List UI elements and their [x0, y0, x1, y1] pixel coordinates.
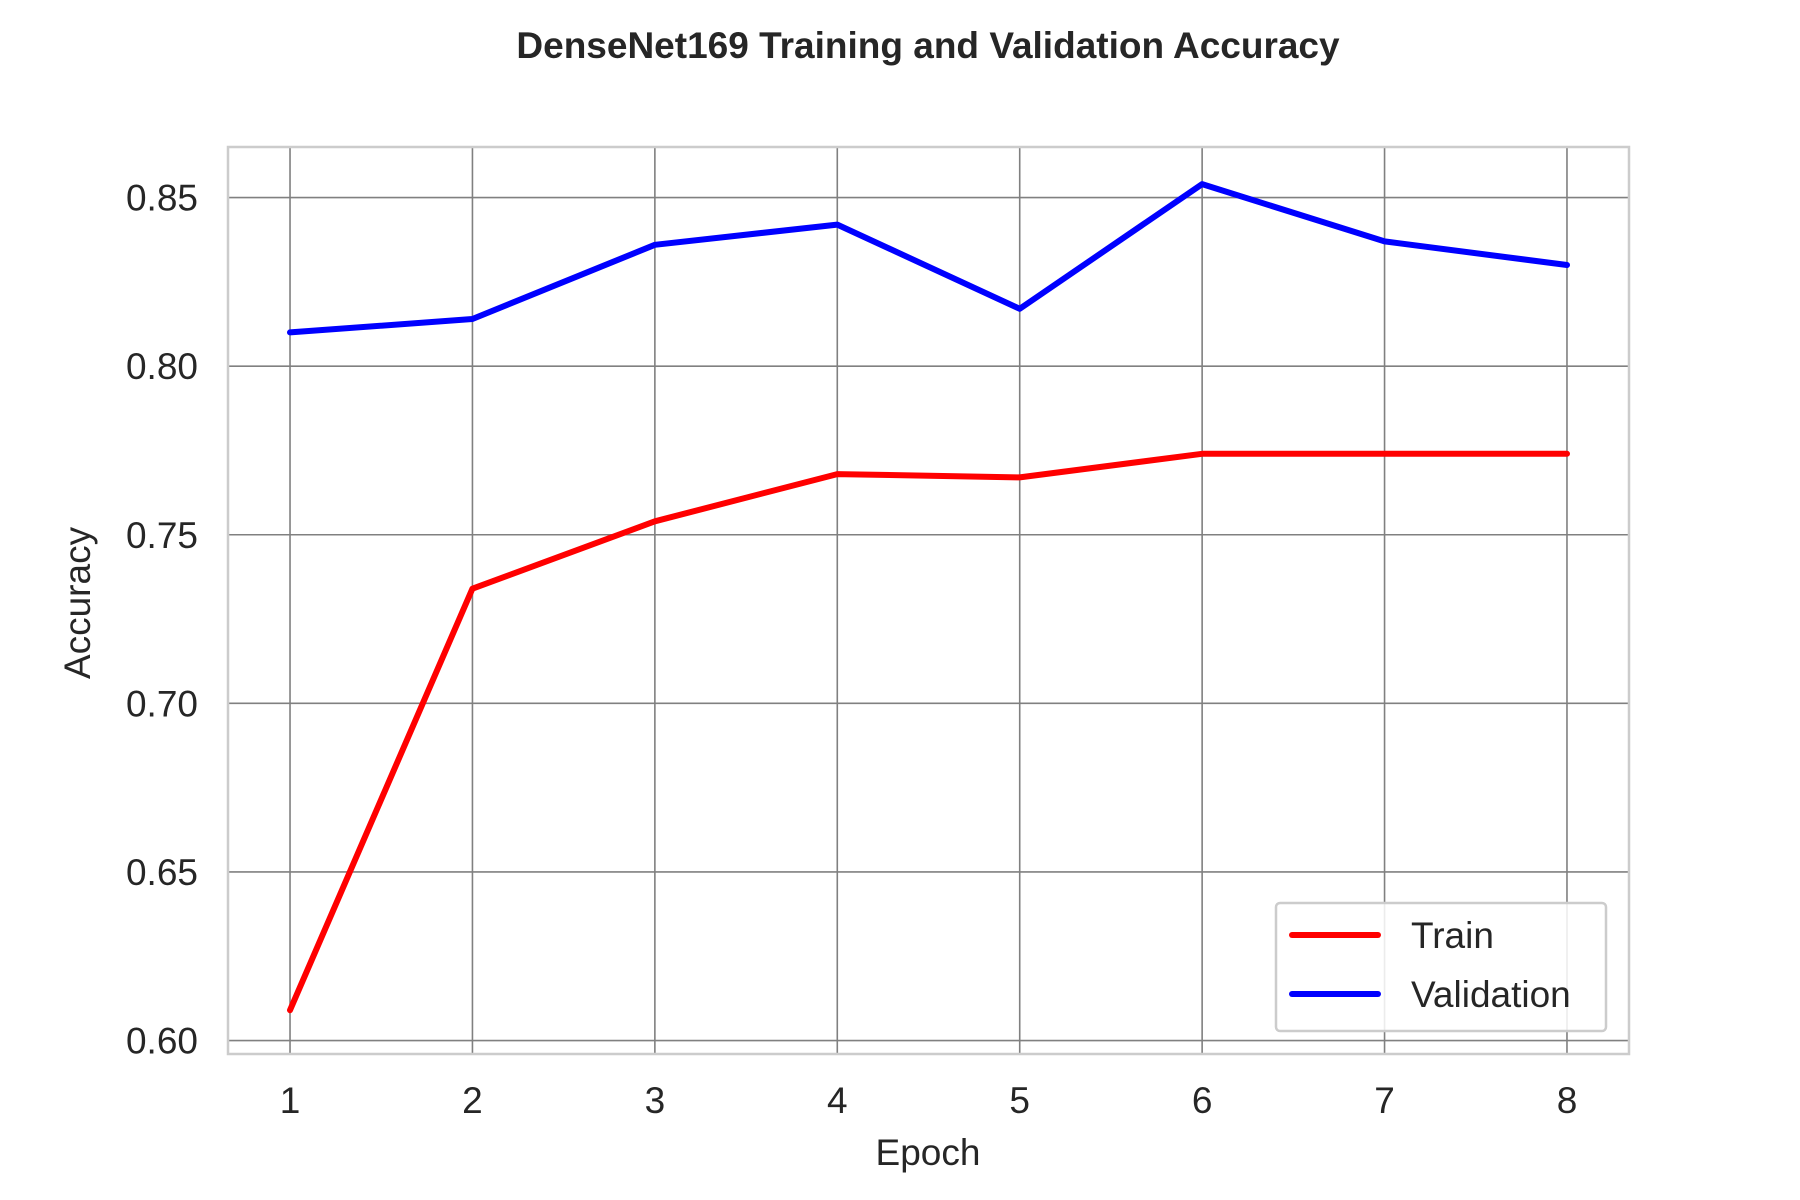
- axis-ticks: 1 2 3 4 5 6 7 8 0.60 0.65 0.70 0.75 0.80 0.85: [126, 178, 1577, 1121]
- y-tick-label: 0.70: [126, 683, 198, 724]
- y-tick-label: 0.85: [126, 178, 198, 219]
- x-tick-label: 3: [645, 1080, 666, 1121]
- y-tick-label: 0.60: [126, 1021, 198, 1062]
- x-tick-label: 2: [462, 1080, 483, 1121]
- x-axis-label: Epoch: [876, 1132, 981, 1173]
- x-tick-label: 5: [1009, 1080, 1030, 1121]
- y-tick-label: 0.80: [126, 346, 198, 387]
- series-lines: [287, 181, 1570, 1014]
- x-tick-label: 4: [827, 1080, 848, 1121]
- series-line-validation: [287, 181, 1570, 336]
- plot-frame: [226, 145, 1631, 1056]
- y-axis-label: Accuracy: [57, 526, 98, 679]
- legend-label-validation: Validation: [1411, 974, 1571, 1015]
- x-tick-label: 8: [1557, 1080, 1578, 1121]
- y-tick-label: 0.75: [126, 515, 198, 556]
- legend: Train Validation: [1274, 901, 1608, 1033]
- grid: [228, 147, 1629, 1054]
- x-tick-label: 1: [280, 1080, 301, 1121]
- y-tick-label: 0.65: [126, 852, 198, 893]
- chart-title: DenseNet169 Training and Validation Accu…: [516, 25, 1340, 66]
- x-tick-label: 6: [1192, 1080, 1213, 1121]
- x-tick-label: 7: [1374, 1080, 1395, 1121]
- legend-label-train: Train: [1411, 915, 1494, 956]
- series-line-train: [287, 450, 1570, 1014]
